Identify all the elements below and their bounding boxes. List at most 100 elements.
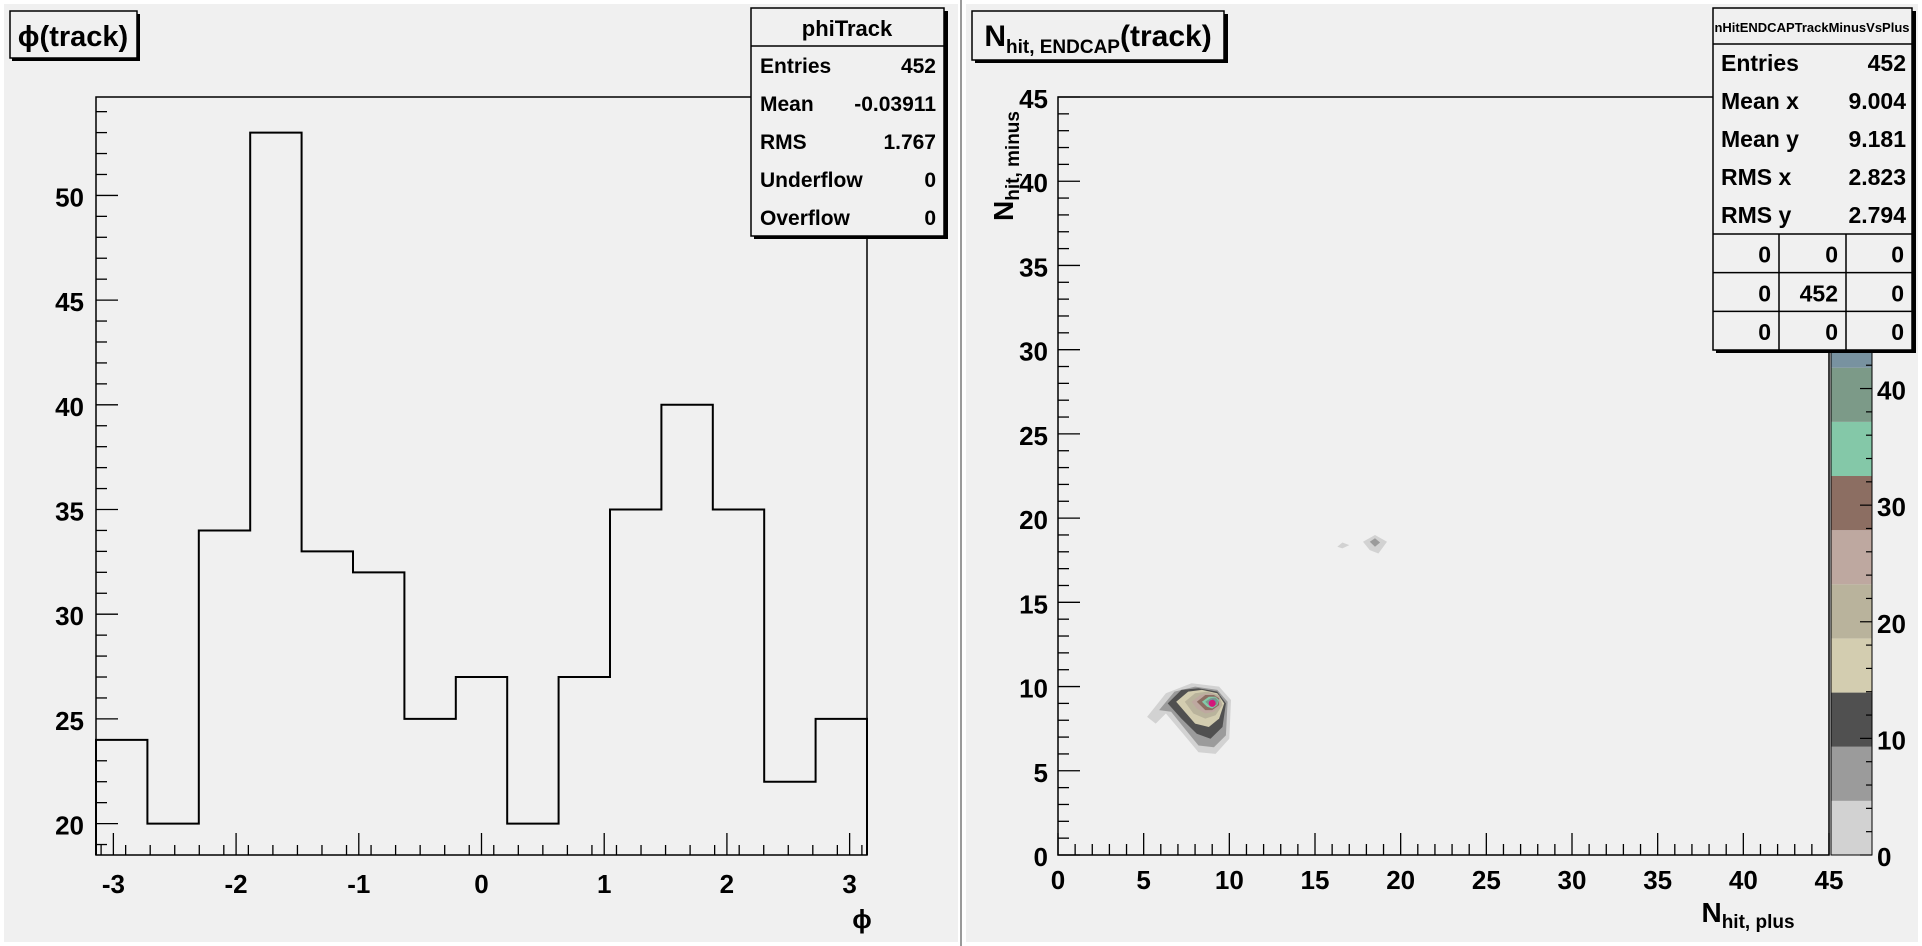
h2-palette-cell: [1831, 476, 1872, 531]
h1-stats-value: -0.03911: [854, 93, 936, 116]
h2-stats-name: nHitENDCAPTrackMinusVsPlus: [1714, 20, 1909, 35]
h2-palette-label: 30: [1877, 492, 1906, 522]
h2-stats-value: 9.004: [1848, 88, 1906, 114]
h1-y-ticks: 20 25 30 35 40 45 50: [55, 111, 118, 846]
h2-stats-grid-cell: 0: [1891, 319, 1904, 345]
h2-palette-label: 20: [1877, 609, 1906, 639]
h2-palette-cell: [1831, 584, 1872, 639]
h1-stats-label: RMS: [760, 131, 807, 154]
h2-stats-grid-cell: 0: [1758, 242, 1771, 268]
h1-x-tick-label: 2: [720, 869, 734, 899]
h2-y-tick-label: 15: [1019, 589, 1048, 619]
h2-stats-label: RMS y: [1721, 202, 1792, 228]
h2-stats-box: nHitENDCAPTrackMinusVsPlus Entries 452 Mea…: [1712, 7, 1916, 353]
h2-stats-grid-cell: 0: [1758, 280, 1771, 306]
h2-y-tick-label: 40: [1019, 168, 1048, 198]
h2-y-tick-label: 35: [1019, 252, 1048, 282]
h2-x-axis-label: Nhit, plus: [1701, 897, 1794, 933]
h2-x-tick-label: 30: [1558, 865, 1587, 895]
h1-stats-label: Underflow: [760, 169, 863, 192]
h2-y-tick-label: 10: [1019, 674, 1048, 704]
h1-y-tick-label: 30: [55, 601, 84, 631]
h1-stats-value: 0: [924, 207, 936, 230]
h2-stats-grid-cell: 0: [1825, 242, 1838, 268]
h1-stats-value: 452: [901, 55, 936, 78]
h2-x-tick-label: 15: [1301, 865, 1330, 895]
h1-y-tick-label: 25: [55, 706, 84, 736]
h1-y-tick-label: 50: [55, 182, 84, 212]
h2-stats-label: Mean x: [1721, 88, 1799, 114]
h1-x-tick-label: -2: [225, 869, 248, 899]
h2-peak-marker: [1208, 699, 1216, 707]
h1-x-tick-label: -3: [102, 869, 125, 899]
h1-stats-name: phiTrack: [802, 16, 893, 41]
h2-stats-value: 9.181: [1848, 126, 1906, 152]
h2-x-tick-label: 0: [1051, 865, 1065, 895]
h2-stats-grid-cell: 0: [1825, 319, 1838, 345]
h1-stats-value: 0: [924, 169, 936, 192]
h2-y-axis-label: Nhit, minus: [988, 111, 1024, 221]
h2-contours: [1147, 535, 1387, 754]
heatmap-nhit: 0 5 10 15 20 25 30 35 40 45 0 5 10 15 20 25 30 35 40 45 0 1…: [971, 7, 1916, 933]
h2-palette-label: 0: [1877, 842, 1891, 872]
h2-palette-cell: [1831, 421, 1872, 476]
h2-palette-cell: [1831, 367, 1872, 422]
h2-x-tick-label: 20: [1386, 865, 1415, 895]
h2-stats-value: 2.794: [1848, 202, 1906, 228]
h2-stats-label: RMS x: [1721, 164, 1792, 190]
h1-y-tick-label: 45: [55, 287, 84, 317]
h2-stats-label: Entries: [1721, 50, 1799, 76]
h1-y-tick-label: 20: [55, 811, 84, 841]
h2-x-tick-label: 10: [1215, 865, 1244, 895]
h2-palette-cell: [1831, 530, 1872, 585]
h2-y-tick-label: 30: [1019, 337, 1048, 367]
h2-palette-cell: [1831, 638, 1872, 693]
h2-x-tick-label: 35: [1643, 865, 1672, 895]
h2-x-ticks: 0 5 10 15 20 25 30 35 40 45: [1051, 833, 1844, 895]
h2-y-tick-label: 25: [1019, 421, 1048, 451]
h2-x-tick-label: 25: [1472, 865, 1501, 895]
histogram-phi: 20 25 30 35 40 45 50 -3 -2 -1 0 1 2 3 ϕ ϕ(track) phi…: [9, 7, 948, 934]
h1-x-tick-label: 3: [842, 869, 856, 899]
h2-y-tick-label: 20: [1019, 505, 1048, 535]
h1-stats-value: 1.767: [883, 131, 936, 154]
h2-x-tick-label: 5: [1136, 865, 1150, 895]
h2-stats-grid-cell: 0: [1891, 280, 1904, 306]
h2-stats-value: 452: [1868, 50, 1906, 76]
h1-x-tick-label: -1: [347, 869, 370, 899]
h2-y-tick-label: 5: [1034, 758, 1048, 788]
h1-step-line: [95, 131, 868, 855]
h2-stats-grid-cell: 0: [1891, 242, 1904, 268]
h2-title-box: Nhit, ENDCAP(track): [971, 10, 1228, 63]
h2-palette-label: 40: [1877, 376, 1906, 406]
h2-contour-band: [1369, 538, 1381, 547]
h1-y-tick-label: 40: [55, 392, 84, 422]
h1-stats-box: phiTrack Entries 452 Mean -0.03911 RMS 1.767 U…: [750, 7, 948, 239]
h2-stats-value: 2.823: [1848, 164, 1906, 190]
h2-y-tick-label: 0: [1034, 842, 1048, 872]
h2-palette-cell: [1831, 746, 1872, 801]
h1-stats-label: Mean: [760, 93, 814, 116]
h2-y-tick-label: 45: [1019, 84, 1048, 114]
h1-stats-label: Overflow: [760, 207, 851, 230]
h1-x-tick-label: 0: [474, 869, 488, 899]
h2-contour-band: [1337, 542, 1350, 549]
h2-stats-grid-cell: 452: [1800, 280, 1838, 306]
h1-y-tick-label: 35: [55, 497, 84, 527]
h2-x-tick-label: 40: [1729, 865, 1758, 895]
h2-x-tick-label: 45: [1815, 865, 1844, 895]
h2-title: Nhit, ENDCAP(track): [984, 20, 1211, 58]
h2-stats-grid-cell: 0: [1758, 319, 1771, 345]
h1-x-tick-label: 1: [597, 869, 611, 899]
h1-x-axis-label: ϕ: [852, 904, 872, 934]
h1-title-box: ϕ(track): [9, 10, 140, 61]
h2-palette-cell: [1831, 800, 1872, 855]
h2-stats-label: Mean y: [1721, 126, 1799, 152]
h1-title: ϕ(track): [18, 21, 128, 53]
h2-palette-cell: [1831, 692, 1872, 747]
h1-x-ticks: -3 -2 -1 0 1 2 3: [100, 833, 863, 899]
h1-stats-label: Entries: [760, 55, 831, 78]
h2-palette-label: 10: [1877, 725, 1906, 755]
h2-y-ticks: 0 5 10 15 20 25 30 35 40 45: [1019, 84, 1080, 872]
